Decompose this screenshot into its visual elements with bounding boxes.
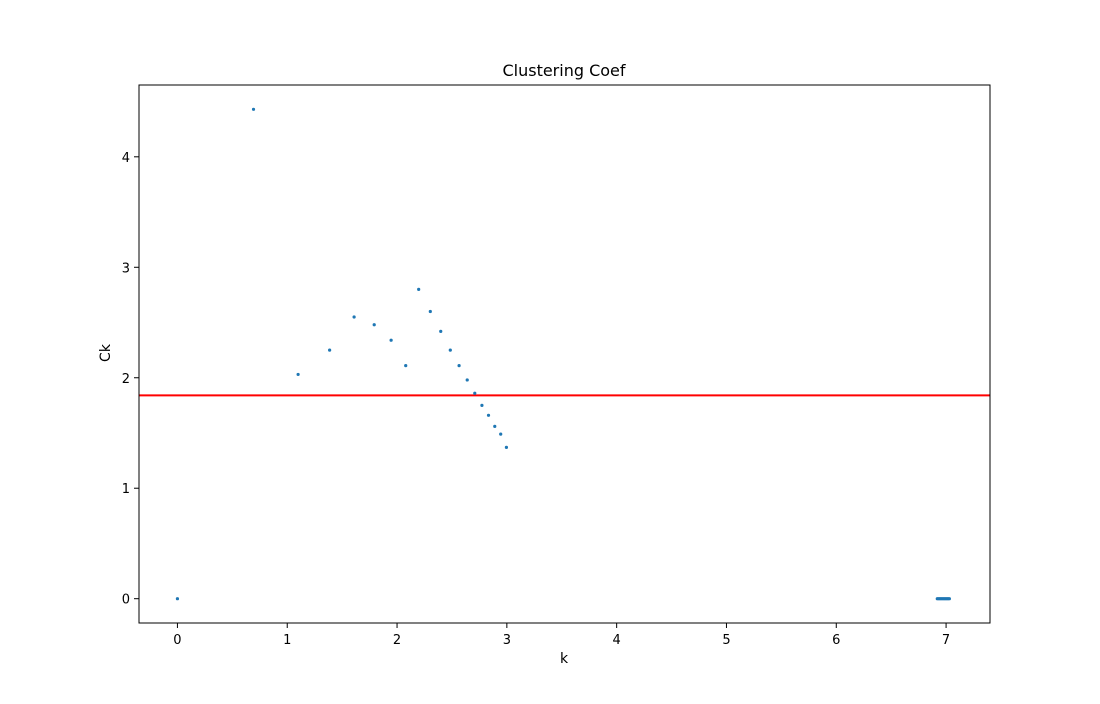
y-tick-label: 4 (122, 151, 130, 166)
y-axis-label: Ck (98, 343, 114, 362)
x-tick-label: 6 (832, 633, 840, 648)
axis-ticks: 0 1 2 3 4 5 6 7 0 1 2 3 4 (122, 151, 950, 648)
data-points (175, 107, 951, 601)
data-point (504, 445, 509, 449)
data-point (372, 323, 376, 327)
x-tick-label: 0 (173, 633, 181, 648)
y-tick-label: 1 (122, 482, 130, 497)
data-point (428, 309, 432, 314)
y-tick-label: 0 (122, 593, 130, 608)
data-point (448, 348, 452, 352)
x-tick-label: 4 (613, 633, 621, 648)
x-tick-label: 3 (503, 633, 511, 648)
plot-frame (138, 84, 991, 624)
data-point (251, 107, 256, 111)
chart-title: Clustering Coef (502, 61, 625, 80)
data-point (473, 391, 477, 395)
data-point (465, 378, 469, 382)
x-tick-label: 2 (393, 633, 401, 648)
data-point (947, 597, 951, 601)
data-point (404, 363, 408, 368)
data-point (439, 329, 443, 333)
x-tick-label: 1 (283, 633, 291, 648)
data-point (480, 403, 484, 407)
data-point (352, 315, 356, 319)
data-point (328, 348, 332, 352)
x-axis-label: k (560, 651, 569, 667)
y-tick-label: 3 (122, 261, 130, 276)
x-tick-label: 7 (942, 633, 950, 648)
data-point (457, 363, 461, 368)
data-point (175, 597, 180, 601)
y-tick-label: 2 (122, 372, 130, 387)
data-point (499, 432, 503, 436)
x-tick-label: 5 (722, 633, 730, 648)
data-point (493, 424, 497, 428)
data-point (417, 287, 421, 291)
data-point (389, 338, 393, 342)
data-point (296, 372, 300, 377)
data-point (486, 413, 491, 417)
